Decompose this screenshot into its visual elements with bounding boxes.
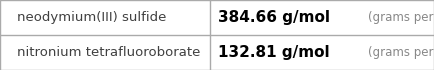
Text: 132.81 g/mol: 132.81 g/mol <box>218 45 330 60</box>
Text: (grams per mole): (grams per mole) <box>368 11 434 24</box>
Text: (grams per mole): (grams per mole) <box>368 46 434 59</box>
Text: 384.66 g/mol: 384.66 g/mol <box>218 10 330 25</box>
Text: nitronium tetrafluoroborate: nitronium tetrafluoroborate <box>17 46 200 59</box>
Text: neodymium(III) sulfide: neodymium(III) sulfide <box>17 11 166 24</box>
